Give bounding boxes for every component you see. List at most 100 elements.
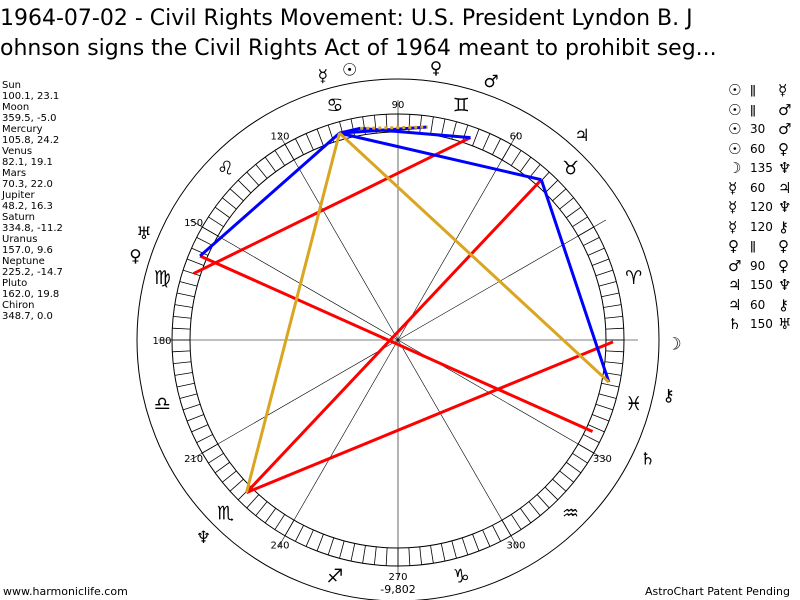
degree-tick [583,434,600,443]
degree-tick [214,206,230,219]
degree-tick [176,382,195,388]
aspect-line-mercury-jupiter [339,131,542,182]
zodiac-scorpio-icon: ♏ [217,503,234,525]
planet-position-list: Sun 100.1, 23.1 Moon 359.5, -5.0 Mercury… [2,80,63,322]
website-link[interactable]: www.harmoniclife.com [3,585,128,598]
zodiac-virgo-icon: ♍ [154,267,171,289]
degree-tick [179,393,198,399]
zodiac-pisces-icon: ♓ [625,393,642,415]
degree-tick [173,315,192,319]
aspect-symbol: 60 [750,297,766,312]
aspect-line-mars-pluto [192,136,472,275]
degree-tick [566,206,582,219]
planet-pluto-name: Pluto [2,278,28,289]
chart-title-line-1: 1964-07-02 - Civil Rights Movement: U.S.… [0,6,693,31]
degree-tick [461,124,469,143]
degree-tick [255,164,268,179]
degree-label-300: 300 [506,540,525,551]
planet-jupiter-name: Jupiter [2,190,35,201]
aspect-symbol: 120 [750,219,773,234]
degree-label-240: 240 [270,540,289,551]
aspect-symbol: ǁ [750,83,756,97]
aspect-row: ♂ 90 ♀ [728,256,800,276]
degree-tick [587,247,605,256]
planet-mercury-coords: 105.8, 24.2 [2,135,60,146]
degree-tick [186,414,204,422]
degree-tick [472,534,480,552]
degree-label-150: 150 [184,218,203,229]
degree-tick [362,545,366,564]
degree-tick [605,327,624,330]
degree-tick [179,281,198,287]
aspect-planet-2: ♂ [778,120,792,138]
degree-tick [552,478,567,492]
outer-ring [136,78,660,600]
aspect-planet-1: ☉ [728,100,742,119]
degree-tick [229,188,244,202]
chiron-icon: ⚷ [662,386,674,406]
degree-tick [572,216,588,228]
sun-icon: ☉ [342,60,357,80]
degree-tick [482,529,491,547]
uranus-icon: ♅ [136,224,151,244]
planet-mercury-name: Mercury [2,124,43,135]
degree-tick [605,350,624,353]
aspect-symbol: 150 [750,278,773,292]
aspect-planet-2: ♆ [778,198,792,216]
degree-tick [408,547,411,566]
degree-tick [214,461,230,474]
zodiac-aquarius-icon: ♒ [562,503,579,525]
zodiac-aries-icon: ♈ [625,267,642,289]
planet-venus-name: Venus [2,146,33,157]
aspect-planet-2: ⚷ [778,295,789,314]
degree-tick [316,534,324,552]
degree-tick [598,393,617,399]
degree-tick [598,281,617,287]
aspect-symbol: 150 [750,317,773,331]
zodiac-libra-icon: ♎ [154,393,171,415]
degree-tick [350,543,356,562]
aspect-symbol: 120 [750,200,773,214]
degree-label-60: 60 [510,132,523,143]
degree-tick [528,501,541,516]
aspect-planet-1: ☿ [728,178,738,197]
degree-tick [222,470,237,483]
planet-pluto-coords: 162.0, 19.8 [2,289,60,300]
degree-tick [246,494,260,509]
degree-tick [536,494,550,509]
degree-tick [350,118,356,137]
aspect-planet-2: ♅ [778,315,792,333]
aspect-symbol: 30 [750,122,766,136]
aspect-line-mercury-chiron [338,132,610,384]
degree-tick [186,258,204,266]
degree-tick [373,546,377,565]
aspect-row: ☉ 30 ♂ [728,119,800,139]
aspect-row: ☉ 60 ♀ [728,139,800,159]
aspect-line-moon-neptune [245,340,614,494]
saturn-icon: ♄ [640,450,655,470]
degree-tick [604,315,623,319]
degree-tick [587,424,605,433]
aspect-list: ☉ ǁ ☿ ☉ ǁ ♂ ☉ 30 ♂ ☉ 60 ♀ ☽ 135 ♆ ☿ 60 ♃ ☿ 120 ♆ ☿ 120 ⚷… [728,80,800,334]
planet-chiron-name: Chiron [2,300,35,311]
planet-mars-coords: 70.3, 22.0 [2,179,53,190]
degree-label-120: 120 [270,132,289,143]
zodiac-sagittarius-icon: ♐ [326,566,343,588]
degree-tick [172,327,191,330]
degree-tick [559,470,574,483]
zodiac-gemini-icon: ♊ [453,94,470,116]
degree-tick [196,434,213,443]
aspect-symbol: 90 [750,258,766,273]
aspect-planet-1: ♃ [728,276,742,294]
degree-tick [492,138,501,155]
degree-tick [305,529,314,547]
planet-mars-name: Mars [2,168,27,179]
degree-tick [173,361,192,365]
aspect-row: ♃ 60 ⚷ [728,295,800,315]
aspect-planet-2: ♆ [778,159,792,177]
aspect-planet-2: ♂ [778,100,792,119]
pluto-icon: ♀ [129,247,141,267]
degree-tick [592,414,610,422]
aspect-symbol: 135 [750,161,773,175]
